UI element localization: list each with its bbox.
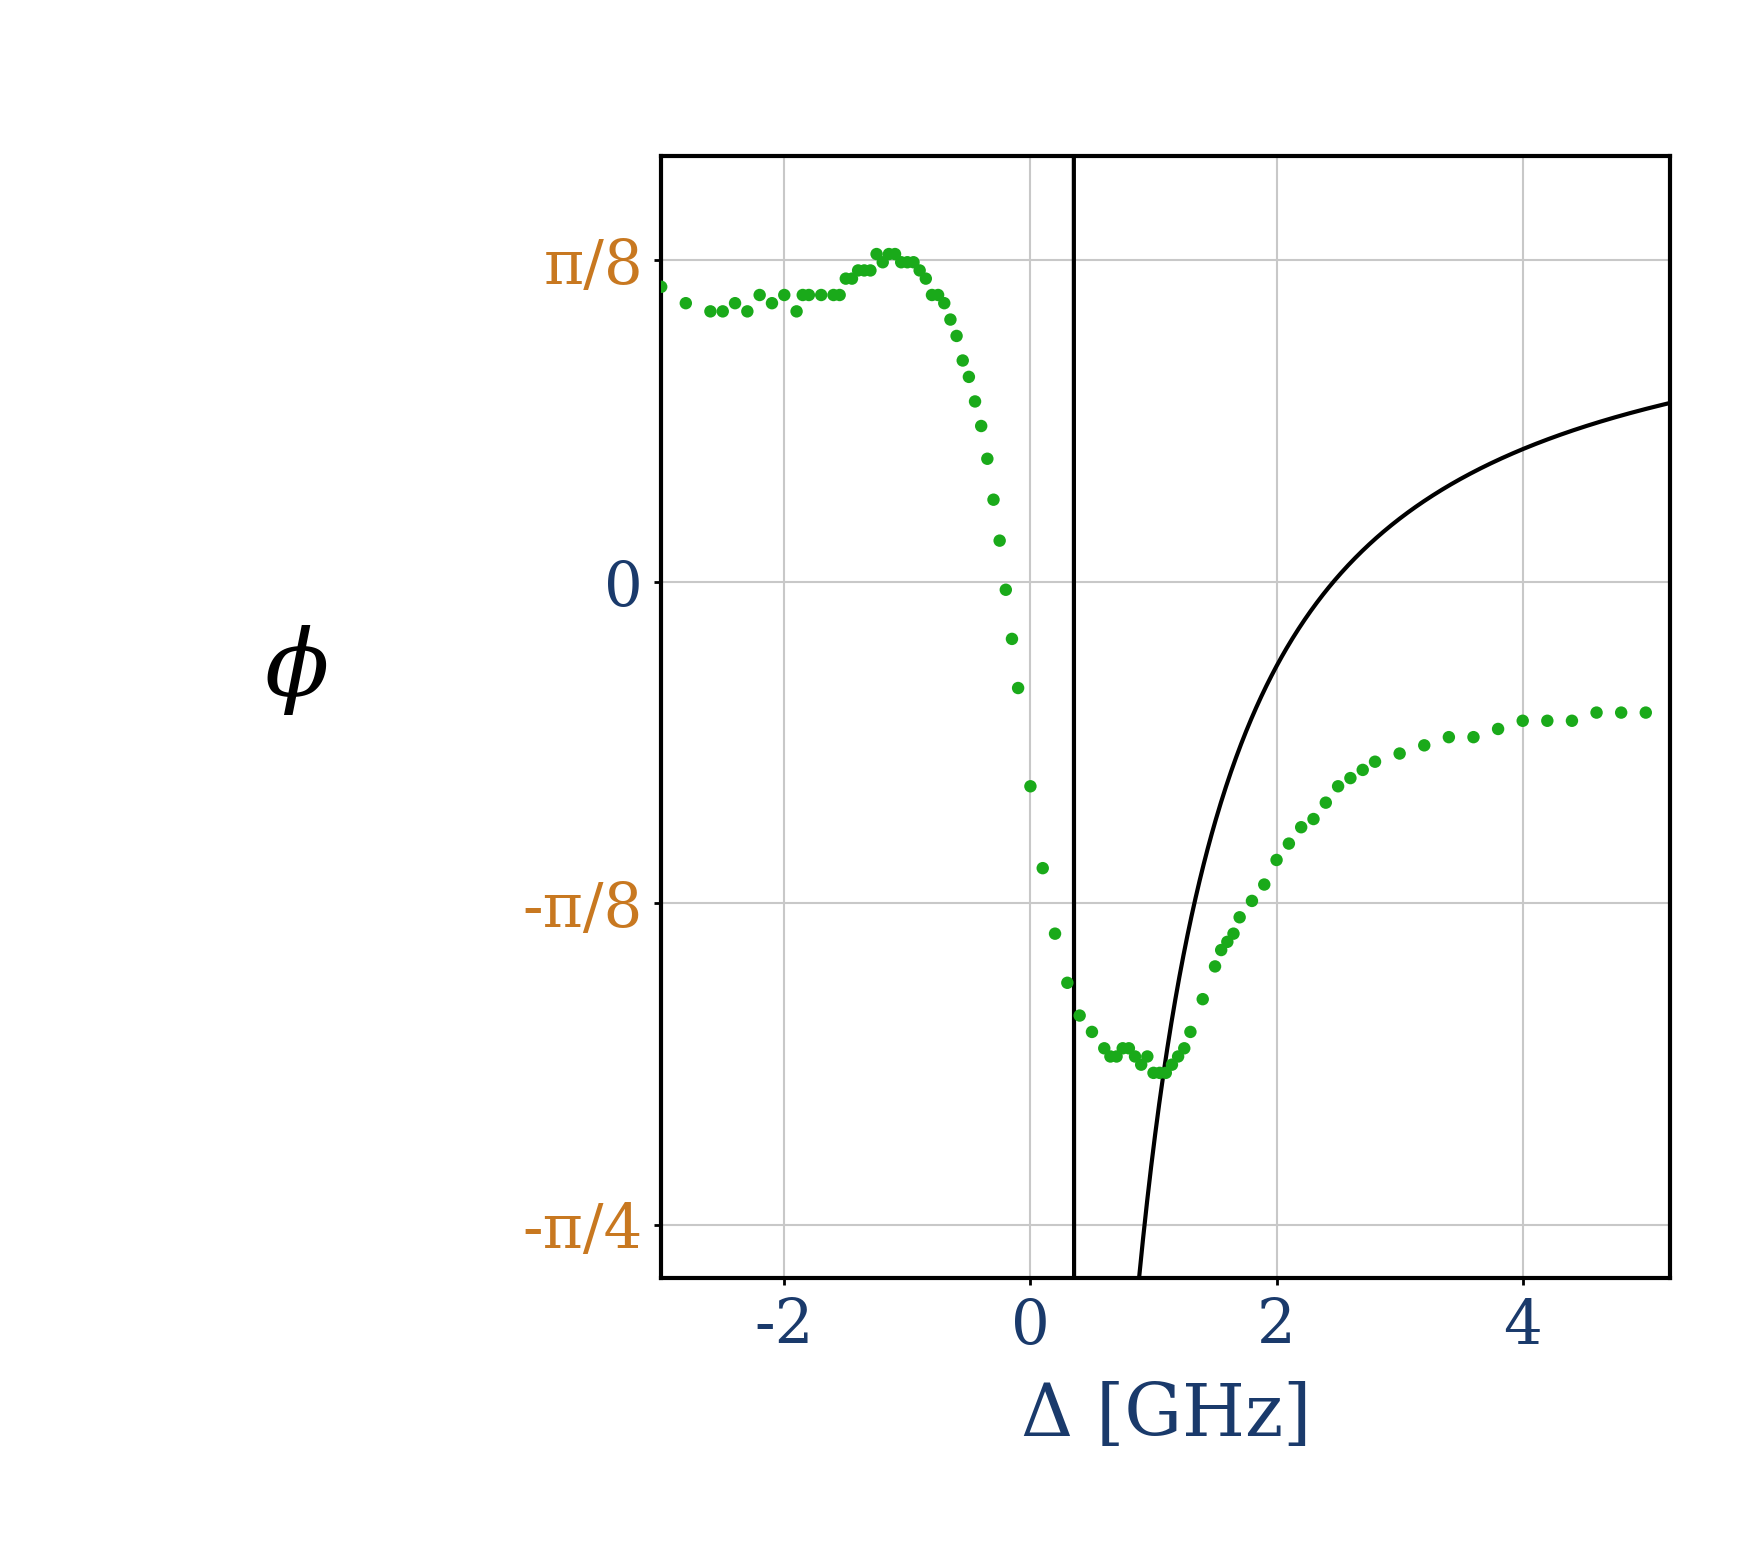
Point bbox=[1250, 872, 1278, 897]
Point bbox=[788, 282, 816, 307]
Point bbox=[930, 291, 958, 316]
Point bbox=[1212, 930, 1240, 955]
Point bbox=[831, 266, 859, 291]
Point bbox=[911, 266, 939, 291]
Point bbox=[826, 282, 854, 307]
Point bbox=[1163, 1044, 1191, 1069]
Point bbox=[979, 488, 1007, 513]
Point bbox=[960, 390, 988, 414]
Point bbox=[967, 413, 995, 438]
Point bbox=[1120, 1044, 1148, 1069]
Point bbox=[819, 282, 847, 307]
Point bbox=[943, 324, 970, 349]
Point bbox=[1224, 905, 1252, 930]
Point bbox=[892, 249, 920, 274]
Point bbox=[734, 299, 762, 324]
Point bbox=[1144, 1061, 1172, 1086]
Point bbox=[1219, 921, 1247, 946]
Point bbox=[1459, 724, 1487, 749]
Point bbox=[936, 307, 963, 332]
Point bbox=[1151, 1061, 1179, 1086]
Point bbox=[671, 291, 699, 316]
Point bbox=[918, 282, 946, 307]
Point bbox=[1170, 1036, 1198, 1061]
Point bbox=[1096, 1044, 1123, 1069]
X-axis label: Δ [GHz]: Δ [GHz] bbox=[1021, 1380, 1309, 1450]
Point bbox=[1299, 807, 1327, 832]
Point bbox=[1052, 971, 1080, 996]
Point bbox=[1108, 1036, 1136, 1061]
Point bbox=[1176, 1019, 1203, 1044]
Point bbox=[1115, 1036, 1143, 1061]
Point bbox=[955, 365, 983, 390]
Point bbox=[1263, 848, 1290, 872]
Point bbox=[1582, 700, 1610, 724]
Point bbox=[1410, 732, 1438, 757]
Point bbox=[1631, 700, 1659, 724]
Point bbox=[1158, 1052, 1186, 1077]
Point bbox=[696, 299, 723, 324]
Point bbox=[1132, 1044, 1160, 1069]
Point bbox=[1336, 765, 1363, 790]
Point bbox=[1103, 1044, 1130, 1069]
Point bbox=[1238, 888, 1266, 913]
Point bbox=[880, 241, 908, 266]
Point bbox=[991, 578, 1019, 603]
Point bbox=[1532, 709, 1560, 734]
Point bbox=[863, 241, 890, 266]
Point bbox=[1556, 709, 1584, 734]
Point bbox=[856, 259, 883, 284]
Point bbox=[1384, 742, 1412, 767]
Point bbox=[972, 446, 1000, 471]
Point bbox=[1508, 709, 1536, 734]
Point bbox=[1003, 676, 1031, 701]
Point bbox=[923, 282, 951, 307]
Point bbox=[868, 249, 896, 274]
Point bbox=[770, 282, 798, 307]
Point bbox=[1078, 1019, 1106, 1044]
Point bbox=[906, 259, 934, 284]
Point bbox=[1200, 953, 1228, 978]
Point bbox=[1348, 757, 1376, 782]
Point bbox=[1016, 774, 1043, 799]
Point bbox=[1607, 700, 1635, 724]
Point bbox=[1275, 830, 1303, 855]
Point bbox=[758, 291, 786, 316]
Point bbox=[1040, 921, 1068, 946]
Point bbox=[1028, 855, 1056, 880]
Point bbox=[647, 274, 675, 299]
Point bbox=[948, 347, 976, 372]
Point bbox=[838, 266, 866, 291]
Point bbox=[746, 282, 774, 307]
Point bbox=[1435, 724, 1462, 749]
Point bbox=[1360, 749, 1388, 774]
Point bbox=[843, 259, 871, 284]
Point bbox=[998, 626, 1026, 651]
Point bbox=[1188, 986, 1216, 1011]
Point bbox=[850, 259, 878, 284]
Point bbox=[1139, 1061, 1167, 1086]
Point bbox=[783, 299, 810, 324]
Text: ϕ: ϕ bbox=[264, 625, 327, 715]
Point bbox=[720, 291, 748, 316]
Point bbox=[708, 299, 736, 324]
Point bbox=[807, 282, 835, 307]
Point bbox=[899, 249, 927, 274]
Point bbox=[1127, 1052, 1155, 1077]
Point bbox=[1323, 774, 1351, 799]
Point bbox=[1207, 938, 1235, 963]
Point bbox=[1090, 1036, 1118, 1061]
Point bbox=[1287, 815, 1315, 840]
Point bbox=[875, 241, 903, 266]
Point bbox=[795, 282, 823, 307]
Point bbox=[1064, 1003, 1092, 1028]
Point bbox=[887, 249, 915, 274]
Point bbox=[1483, 717, 1511, 742]
Point bbox=[986, 528, 1014, 553]
Point bbox=[1311, 790, 1339, 815]
